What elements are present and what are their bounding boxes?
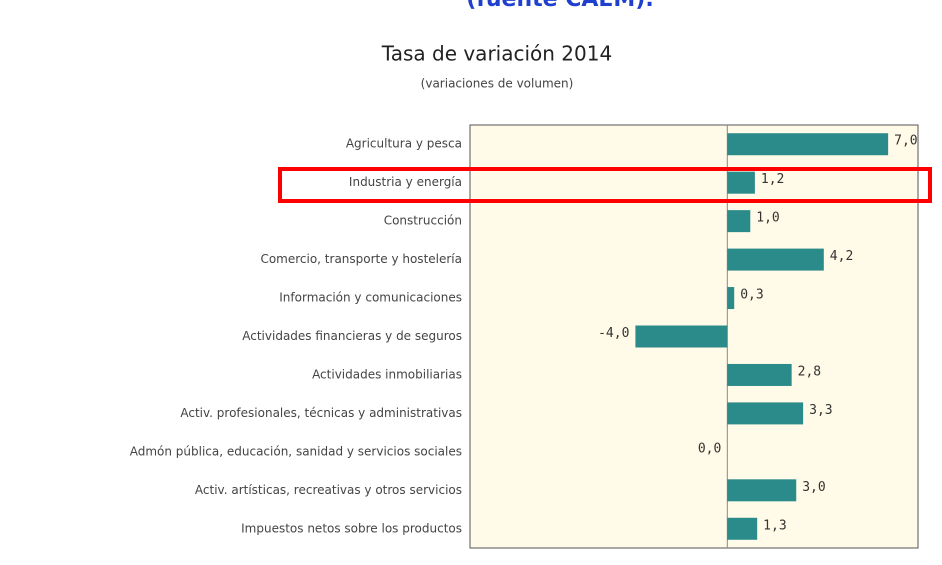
chart-subtitle: (variaciones de volumen) bbox=[421, 77, 574, 91]
value-label: -4,0 bbox=[598, 326, 629, 341]
bar bbox=[727, 517, 758, 540]
value-label: 7,0 bbox=[894, 134, 917, 149]
bar bbox=[727, 248, 824, 271]
value-label: 4,2 bbox=[830, 249, 853, 264]
bar bbox=[727, 210, 751, 233]
value-label: 3,3 bbox=[809, 403, 832, 418]
bar bbox=[635, 325, 728, 348]
value-label: 1,3 bbox=[763, 518, 786, 533]
value-label: 2,8 bbox=[798, 364, 821, 379]
value-label: 0,0 bbox=[698, 441, 721, 456]
category-label: Actividades inmobiliarias bbox=[312, 367, 462, 381]
bar bbox=[727, 133, 889, 156]
category-label: Impuestos netos sobre los productos bbox=[241, 521, 462, 535]
category-label: Industria y energía bbox=[349, 175, 462, 189]
value-label: 1,0 bbox=[756, 211, 779, 226]
category-label: Admón pública, educación, sanidad y serv… bbox=[130, 444, 462, 458]
category-label: Activ. artísticas, recreativas y otros s… bbox=[195, 483, 462, 497]
value-label: 1,2 bbox=[761, 172, 784, 187]
bar bbox=[727, 479, 797, 502]
category-label: Actividades financieras y de seguros bbox=[242, 329, 462, 343]
highlight-box bbox=[278, 167, 932, 203]
bar bbox=[727, 171, 755, 194]
value-label: 0,3 bbox=[740, 288, 763, 303]
category-label: Agricultura y pesca bbox=[346, 137, 462, 151]
chart-title: Tasa de variación 2014 bbox=[381, 42, 612, 66]
value-label: 3,0 bbox=[802, 480, 825, 495]
category-label: Activ. profesionales, técnicas y adminis… bbox=[180, 406, 462, 420]
category-label: Información y comunicaciones bbox=[279, 291, 462, 305]
bar bbox=[727, 402, 804, 425]
source-header: (fuente CAEM). bbox=[466, 0, 653, 12]
category-label: Comercio, transporte y hostelería bbox=[260, 252, 462, 266]
bar bbox=[727, 287, 735, 310]
bar bbox=[727, 363, 792, 386]
category-label: Construcción bbox=[384, 214, 462, 228]
